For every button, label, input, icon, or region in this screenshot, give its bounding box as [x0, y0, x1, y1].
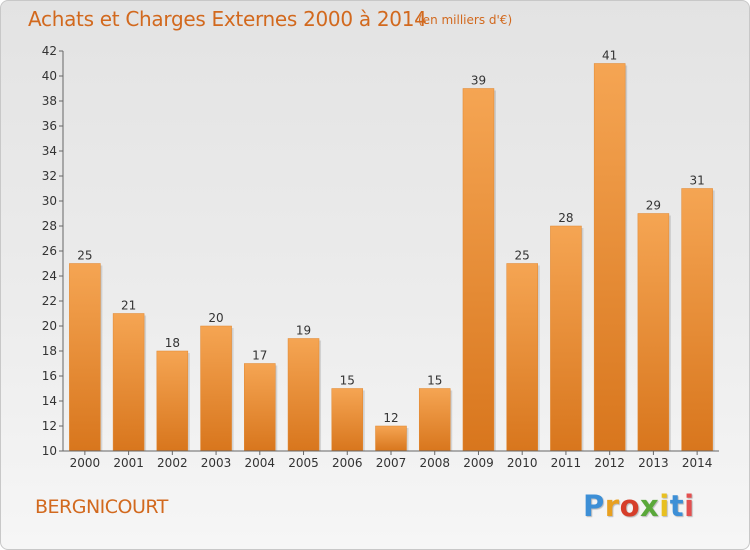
- x-tick-label: 2003: [201, 456, 232, 470]
- bar: [506, 263, 538, 452]
- y-tick-label: 26: [42, 244, 57, 258]
- y-tick-label: 14: [42, 394, 57, 408]
- chart-subtitle: (en milliers d'€): [418, 13, 513, 27]
- y-tick-label: 18: [42, 344, 57, 358]
- x-tick-label: 2013: [638, 456, 669, 470]
- bar: [375, 425, 407, 452]
- bar-value-label: 39: [471, 74, 486, 88]
- bar: [112, 313, 145, 452]
- bar-value-label: 15: [427, 374, 442, 388]
- x-tick-label: 2001: [113, 456, 144, 470]
- bar-value-label: 25: [515, 249, 530, 263]
- x-tick-label: 2011: [551, 456, 582, 470]
- bar: [287, 338, 320, 452]
- y-tick-label: 38: [42, 94, 57, 108]
- bar-value-label: 25: [77, 249, 92, 263]
- bar: [418, 388, 451, 452]
- bar: [69, 263, 101, 452]
- logo-letter: o: [619, 489, 641, 523]
- y-tick-label: 28: [42, 219, 57, 233]
- logo-letter: i: [684, 489, 695, 523]
- x-tick-label: 2005: [288, 456, 319, 470]
- x-tick-label: 2008: [419, 456, 450, 470]
- bar: [200, 325, 232, 452]
- bar: [593, 63, 626, 452]
- bar: [462, 88, 495, 452]
- y-tick-label: 12: [42, 419, 57, 433]
- y-tick-label: 20: [42, 319, 57, 333]
- x-tick-label: 2002: [157, 456, 188, 470]
- x-tick-label: 2010: [507, 456, 538, 470]
- bar-value-label: 31: [689, 174, 704, 188]
- logo-letter: t: [669, 489, 685, 523]
- bar-value-label: 41: [602, 49, 617, 63]
- y-axis: 10 12 14 16 18 20 22 24 26 28 30 32 34 36 38 40 42: [42, 44, 64, 458]
- bar-value-label: 12: [383, 411, 398, 425]
- y-tick-label: 36: [42, 119, 57, 133]
- logo-letter: i: [659, 489, 670, 523]
- bar-value-label: 20: [208, 311, 223, 325]
- y-tick-label: 24: [42, 269, 57, 283]
- logo-letter: x: [640, 489, 660, 523]
- x-tick-label: 2000: [70, 456, 101, 470]
- bar-value-label: 18: [165, 336, 180, 350]
- y-tick-label: 42: [42, 44, 57, 58]
- bars: 25 21 18 20 17 19 15 12 15 39 25 28 41 29 31: [69, 49, 715, 452]
- y-tick-label: 30: [42, 194, 57, 208]
- y-tick-label: 32: [42, 169, 57, 183]
- y-tick-label: 10: [42, 444, 57, 458]
- bar-value-label: 17: [252, 349, 267, 363]
- bar: [637, 213, 670, 452]
- bar-value-label: 29: [646, 199, 661, 213]
- commune-name: BERGNICOURT: [35, 496, 168, 518]
- y-tick-label: 16: [42, 369, 57, 383]
- y-tick-label: 22: [42, 294, 57, 308]
- logo-letter: r: [604, 489, 620, 523]
- bar-value-label: 15: [340, 374, 355, 388]
- x-tick-label: 2014: [682, 456, 713, 470]
- logo-letter: P: [583, 489, 605, 523]
- bar: [156, 350, 189, 452]
- bar-value-label: 28: [558, 211, 573, 225]
- x-tick-label: 2012: [594, 456, 625, 470]
- proxiti-logo: Proxiti: [583, 489, 695, 523]
- y-tick-label: 34: [42, 144, 57, 158]
- x-tick-label: 2007: [376, 456, 407, 470]
- x-tick-label: 2006: [332, 456, 363, 470]
- bar-value-label: 19: [296, 324, 311, 338]
- bar: [550, 225, 582, 452]
- x-axis: 2000 2001 2002 2003 2004 2005 2006 2007 2008 2009…: [63, 450, 719, 470]
- y-tick-label: 40: [42, 69, 57, 83]
- chart-title: Achats et Charges Externes 2000 à 2014: [28, 7, 427, 31]
- x-tick-label: 2004: [245, 456, 276, 470]
- bar: [681, 188, 713, 452]
- bar: [331, 388, 364, 452]
- x-tick-label: 2009: [463, 456, 494, 470]
- bar-value-label: 21: [121, 299, 136, 313]
- bar: [244, 363, 276, 452]
